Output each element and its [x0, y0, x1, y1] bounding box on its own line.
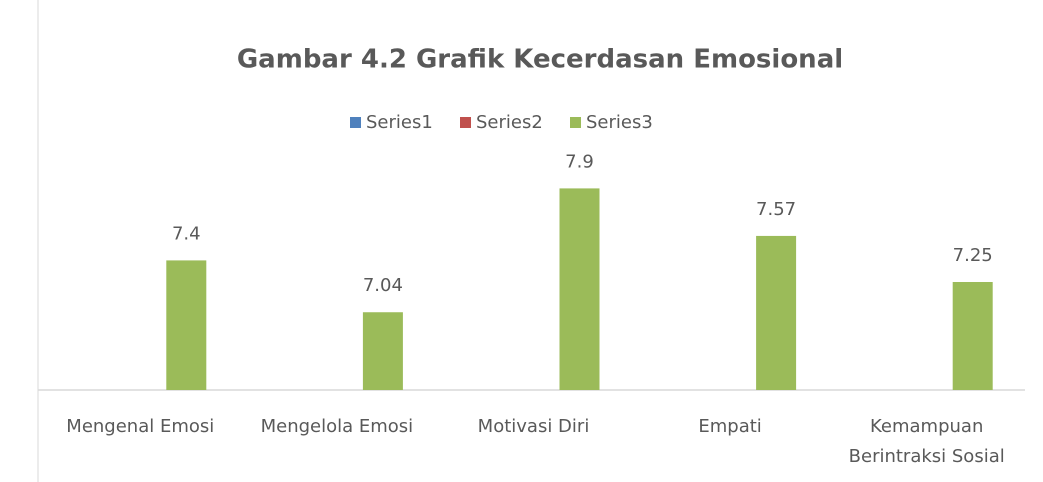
value-label: 7.57 — [756, 199, 796, 220]
bar — [560, 188, 600, 390]
chart: Gambar 4.2 Grafik Kecerdasan Emosional S… — [0, 0, 1043, 482]
chart-title: Gambar 4.2 Grafik Kecerdasan Emosional — [237, 45, 843, 75]
bar — [756, 236, 796, 390]
x-tick-label: Mengelola Emosi — [242, 412, 432, 442]
legend-swatch — [570, 117, 581, 128]
legend-swatch — [350, 117, 361, 128]
value-label: 7.04 — [363, 275, 403, 296]
legend-swatch — [460, 117, 471, 128]
legend-label: Series2 — [476, 112, 543, 133]
x-tick-label: Kemampuan Berintraksi Sosial — [832, 412, 1022, 472]
legend-label: Series1 — [366, 112, 433, 133]
legend-label: Series3 — [586, 112, 653, 133]
x-tick-label: Mengenal Emosi — [45, 412, 235, 442]
x-tick-label: Empati — [635, 412, 825, 442]
value-label: 7.25 — [953, 245, 993, 266]
bar — [166, 260, 206, 390]
value-label: 7.9 — [565, 151, 594, 172]
bar — [953, 282, 993, 390]
value-label: 7.4 — [172, 223, 201, 244]
bar — [363, 312, 403, 390]
x-tick-label: Motivasi Diri — [439, 412, 629, 442]
chart-container: Gambar 4.2 Grafik Kecerdasan Emosional S… — [0, 0, 1043, 482]
